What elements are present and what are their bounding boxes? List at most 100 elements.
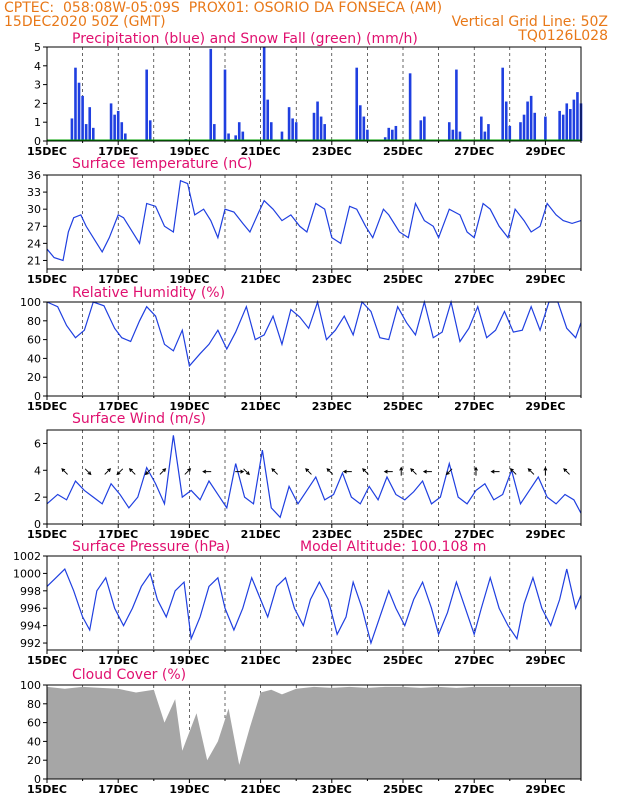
wind-xtick-label: 21DEC	[241, 528, 281, 541]
rh-frame	[46, 301, 582, 397]
wind-arrow	[474, 466, 478, 476]
pressure-ytick-label: 1002	[13, 550, 41, 563]
cloud-xtick-label: 21DEC	[241, 783, 281, 796]
precip-bar	[455, 69, 458, 141]
precip-ytick-label: 2	[34, 97, 41, 110]
precip-xtick-label: 23DEC	[312, 145, 352, 158]
precip-bar	[323, 124, 326, 141]
cloud-xtick-label: 17DEC	[98, 783, 138, 796]
precip-bar	[533, 112, 537, 141]
precip-bar	[116, 110, 120, 141]
cloud-xtick-label: 25DEC	[383, 783, 423, 796]
wind-arrow	[116, 468, 124, 476]
precip-bar	[316, 101, 319, 141]
pressure-xtick-label: 25DEC	[383, 654, 423, 667]
cloud-xtick-label: 29DEC	[525, 783, 565, 796]
rh-ytick-label: 40	[27, 352, 41, 365]
temp-ytick-label: 24	[27, 237, 41, 250]
cloud-ytick-label: 40	[27, 735, 41, 748]
precip-bar	[447, 122, 451, 141]
precip-bar	[483, 131, 487, 141]
temp-xtick-label: 17DEC	[98, 273, 138, 286]
precip-bar	[148, 120, 152, 141]
precip-xtick-label: 17DEC	[98, 145, 138, 158]
cloud-ytick-label: 20	[27, 754, 41, 767]
precip-bar	[266, 99, 270, 141]
precip-bar	[269, 122, 273, 141]
wind-arrow	[305, 468, 312, 475]
wind-xtick-label: 19DEC	[169, 528, 209, 541]
pressure-xtick-label: 29DEC	[525, 654, 565, 667]
precip-bar	[84, 124, 88, 141]
wind-arrow	[445, 468, 453, 476]
wind-xtick-label: 15DEC	[27, 528, 67, 541]
temp-ytick-label: 21	[27, 254, 41, 267]
precip-bar	[576, 92, 579, 141]
precip-bar	[451, 129, 455, 141]
precip-bar	[526, 101, 529, 141]
precip-bar	[391, 129, 394, 141]
temp-ytick-label: 36	[27, 169, 41, 182]
temp-xtick-label: 19DEC	[169, 273, 209, 286]
pressure-ytick-label: 1000	[13, 567, 41, 580]
rh-title: Relative Humidity (%)	[72, 285, 225, 301]
cloud-frame	[46, 684, 582, 780]
header-right-line3: TQ0126L028	[518, 28, 608, 44]
precip-bar	[565, 103, 569, 141]
rh-xtick-label: 17DEC	[98, 400, 138, 413]
wind-ytick-label: 0	[34, 518, 41, 531]
wind-arrow	[104, 468, 112, 475]
precip-bar	[287, 107, 291, 141]
wind-arrow	[235, 469, 245, 474]
precip-xtick-label: 21DEC	[241, 145, 281, 158]
header-left-line1: CPTEC: 058:08W-05:09S PROX01: OSORIO DA …	[4, 0, 443, 16]
temp-line	[46, 179, 582, 262]
precip-bar	[569, 109, 572, 141]
precip-bar	[362, 116, 366, 141]
wind-arrow	[563, 468, 570, 475]
wind-xtick-label: 29DEC	[525, 528, 565, 541]
precip-bar	[419, 120, 423, 141]
precip-bar	[291, 118, 294, 141]
pressure-ytick-label: 996	[20, 602, 41, 615]
precip-title: Precipitation (blue) and Snow Fall (gree…	[72, 31, 418, 47]
rh-ytick-label: 0	[34, 390, 41, 403]
pressure-xtick-label: 15DEC	[27, 654, 67, 667]
temp-title: Surface Temperature (nC)	[72, 156, 253, 172]
rh-xtick-label: 15DEC	[27, 400, 67, 413]
precip-bar	[241, 131, 245, 141]
cloud-ytick-label: 60	[27, 717, 41, 730]
wind-arrow	[184, 468, 192, 475]
wind-arrow	[490, 469, 500, 474]
precip-ytick-label: 3	[34, 79, 41, 92]
wind-xtick-label: 27DEC	[454, 528, 494, 541]
temp-xtick-label: 25DEC	[383, 273, 423, 286]
cloud-ytick-label: 100	[20, 679, 41, 692]
rh-ytick-label: 60	[27, 334, 41, 347]
wind-frame	[46, 429, 582, 525]
precip-bar	[227, 133, 230, 141]
wind-ytick-label: 4	[34, 464, 41, 477]
pressure-model-altitude: Model Altitude: 100.108 m	[300, 539, 486, 555]
rh-line	[46, 299, 582, 368]
precip-bar	[209, 48, 213, 141]
wind-arrow	[527, 468, 535, 475]
precip-bar	[504, 101, 508, 141]
pressure-xtick-label: 21DEC	[241, 654, 281, 667]
precip-bar	[458, 131, 462, 141]
precip-bar	[487, 124, 490, 141]
precip-bar	[544, 116, 547, 141]
precip-bar	[77, 82, 81, 141]
precip-bar	[355, 67, 359, 141]
precip-xtick-label: 27DEC	[454, 145, 494, 158]
precip-bar	[394, 125, 398, 141]
wind-arrow	[422, 469, 432, 474]
precip-bar	[223, 69, 227, 141]
cloud-ytick-label: 80	[27, 698, 41, 711]
wind-arrow	[128, 468, 136, 475]
wind-ytick-label: 6	[34, 437, 41, 450]
header-left-line2: 15DEC2020 50Z (GMT)	[4, 14, 166, 30]
cloud-ytick-label: 0	[34, 773, 41, 786]
wind-xtick-label: 25DEC	[383, 528, 423, 541]
